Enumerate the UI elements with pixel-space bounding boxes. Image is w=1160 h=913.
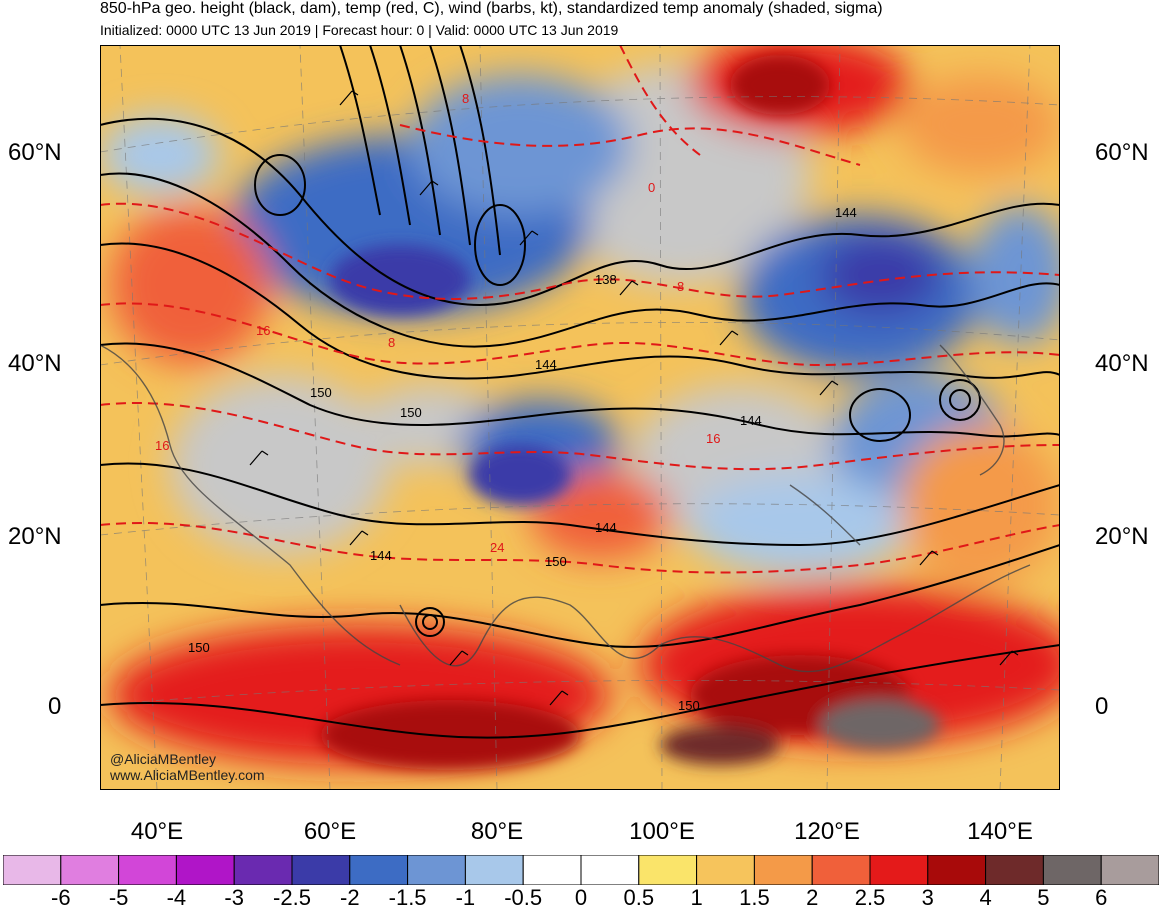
temp-label: 8 xyxy=(388,335,395,350)
lat-label-right: 60°N xyxy=(1095,139,1149,166)
colorbar-swatch xyxy=(349,855,409,885)
colorbar-swatch xyxy=(985,855,1044,885)
height-label: 150 xyxy=(678,698,700,713)
chart-title: 850-hPa geo. height (black, dam), temp (… xyxy=(100,0,883,17)
height-label: 144 xyxy=(740,413,762,428)
lat-label-right: 20°N xyxy=(1095,523,1149,550)
lon-label: 60°E xyxy=(303,818,357,845)
colorbar-label: 5 xyxy=(1037,885,1050,910)
colorbar xyxy=(3,855,1159,885)
colorbar-swatch xyxy=(638,855,698,885)
credit-handle: @AliciaMBentley xyxy=(110,751,217,767)
height-label: 144 xyxy=(835,205,857,220)
colorbar-swatch xyxy=(1042,855,1102,885)
colorbar-label: -1 xyxy=(455,885,476,910)
colorbar-swatch xyxy=(753,855,813,885)
colorbar-label: 1.5 xyxy=(739,885,770,910)
height-label: 150 xyxy=(188,640,210,655)
lat-label-left: 0 xyxy=(48,693,62,720)
height-label: 144 xyxy=(370,548,392,563)
height-contours xyxy=(100,45,1060,739)
colorbar-swatch xyxy=(927,855,987,885)
chart-subtitle: Initialized: 0000 UTC 13 Jun 2019 | Fore… xyxy=(100,22,619,38)
map-frame xyxy=(100,45,1060,790)
colorbar-swatch xyxy=(464,855,524,885)
colorbar-label: -2.5 xyxy=(273,885,311,910)
lat-label-right: 40°N xyxy=(1095,350,1149,377)
lat-label-left: 40°N xyxy=(8,350,62,377)
weather-map: 144 138 144 150 150 144 144 144 150 150 … xyxy=(100,45,1060,790)
colorbar-swatch xyxy=(291,855,351,885)
temperature-contours xyxy=(100,45,1060,574)
colorbar-label: 1 xyxy=(690,885,703,910)
anomaly-shading xyxy=(100,45,1060,765)
lon-label: 140°E xyxy=(967,818,1033,845)
colorbar-label: 0.5 xyxy=(623,885,655,910)
colorbar-swatch xyxy=(3,855,62,885)
colorbar-label: -1.5 xyxy=(388,885,427,910)
temp-label: 16 xyxy=(706,431,720,446)
colorbar-label: -0.5 xyxy=(504,885,543,910)
colorbar-label: -5 xyxy=(108,885,129,910)
colorbar-swatch xyxy=(696,855,755,885)
wind-barbs xyxy=(249,90,1019,706)
lat-label-right: 0 xyxy=(1095,693,1109,720)
colorbar-label: 2.5 xyxy=(854,885,886,910)
colorbar-swatch xyxy=(233,855,293,885)
height-label: 144 xyxy=(595,520,617,535)
colorbar-swatch xyxy=(580,855,640,885)
temp-label: 0 xyxy=(648,180,655,195)
colorbar-swatch xyxy=(60,855,120,885)
colorbar-label: 0 xyxy=(574,885,588,910)
colorbar-label: 6 xyxy=(1095,885,1108,910)
colorbar-label: -2 xyxy=(340,885,360,910)
colorbar-label: -6 xyxy=(51,885,71,910)
colorbar-label: 3 xyxy=(921,885,934,910)
height-label: 150 xyxy=(400,405,422,420)
lat-label-left: 20°N xyxy=(8,523,62,550)
coastlines xyxy=(100,344,1031,673)
colorbar-label: 2 xyxy=(806,885,819,910)
colorbar-swatch xyxy=(175,855,235,885)
colorbar-swatch xyxy=(522,855,582,885)
height-label: 150 xyxy=(310,385,332,400)
colorbar-swatch xyxy=(407,855,466,885)
height-label: 138 xyxy=(595,272,617,287)
lon-label: 100°E xyxy=(629,818,695,845)
lat-label-left: 60°N xyxy=(8,139,62,166)
colorbar-label: -4 xyxy=(166,885,187,910)
graticule xyxy=(100,45,1060,790)
colorbar-swatch xyxy=(811,855,871,885)
lon-label: 40°E xyxy=(130,818,184,845)
credit-site: www.AliciaMBentley.com xyxy=(110,767,265,783)
temp-label: 16 xyxy=(256,323,270,338)
colorbar-label: 4 xyxy=(979,885,992,910)
temp-label: 8 xyxy=(677,279,684,294)
colorbar-swatch xyxy=(118,855,177,885)
colorbar-swatch xyxy=(869,855,929,885)
temp-label: 16 xyxy=(155,438,169,453)
temp-label: 8 xyxy=(462,91,469,106)
temp-label: 24 xyxy=(490,540,504,555)
lon-label: 120°E xyxy=(794,818,860,845)
height-label: 150 xyxy=(545,554,567,569)
height-label: 144 xyxy=(535,357,557,372)
lon-label: 80°E xyxy=(470,818,524,845)
colorbar-label: -3 xyxy=(224,885,244,910)
colorbar-swatch xyxy=(1100,855,1159,885)
